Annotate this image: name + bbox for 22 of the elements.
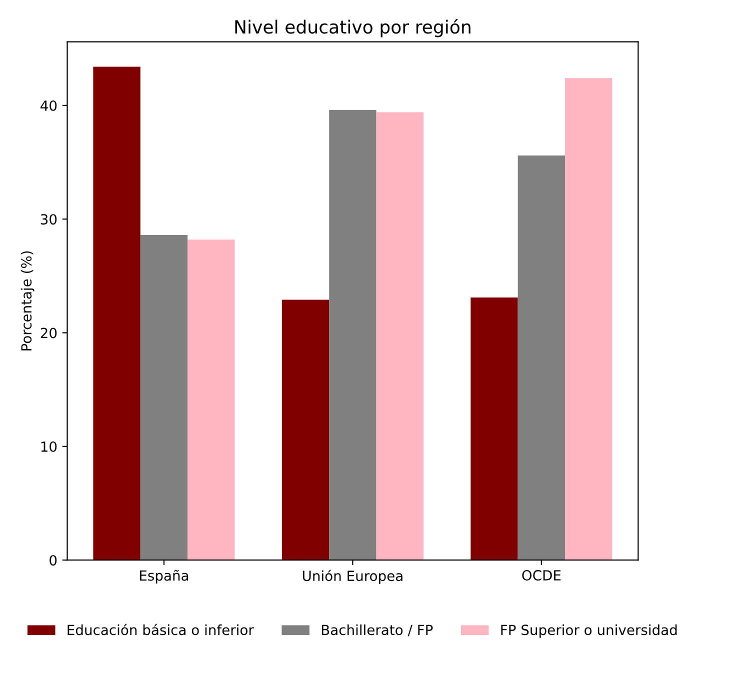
- y-tick-label: 40: [40, 100, 57, 111]
- bar: [470, 298, 518, 560]
- legend-label: Educación básica o inferior: [68, 624, 254, 636]
- chart-title: Nivel educativo por región: [235, 19, 470, 38]
- x-tick-label: OCDE: [522, 570, 561, 581]
- bar: [93, 66, 140, 560]
- legend-label: Bachillerato / FP: [322, 624, 433, 636]
- x-tick-label: Unión Europea: [302, 570, 402, 584]
- legend-label: FP Superior o universidad: [501, 624, 677, 638]
- y-tick-label: 10: [41, 441, 57, 452]
- bar: [188, 240, 235, 560]
- y-tick-label: 0: [50, 555, 57, 566]
- y-tick-label: 30: [40, 214, 57, 225]
- y-axis-title: Porcentaje (%): [20, 251, 34, 350]
- bar: [376, 112, 424, 560]
- bar: [329, 110, 376, 560]
- bar: [282, 300, 330, 560]
- bar: [565, 78, 612, 560]
- x-tick-label: España: [140, 570, 188, 584]
- bar: [518, 155, 566, 560]
- y-tick-label: 20: [40, 328, 57, 338]
- bar: [140, 235, 188, 560]
